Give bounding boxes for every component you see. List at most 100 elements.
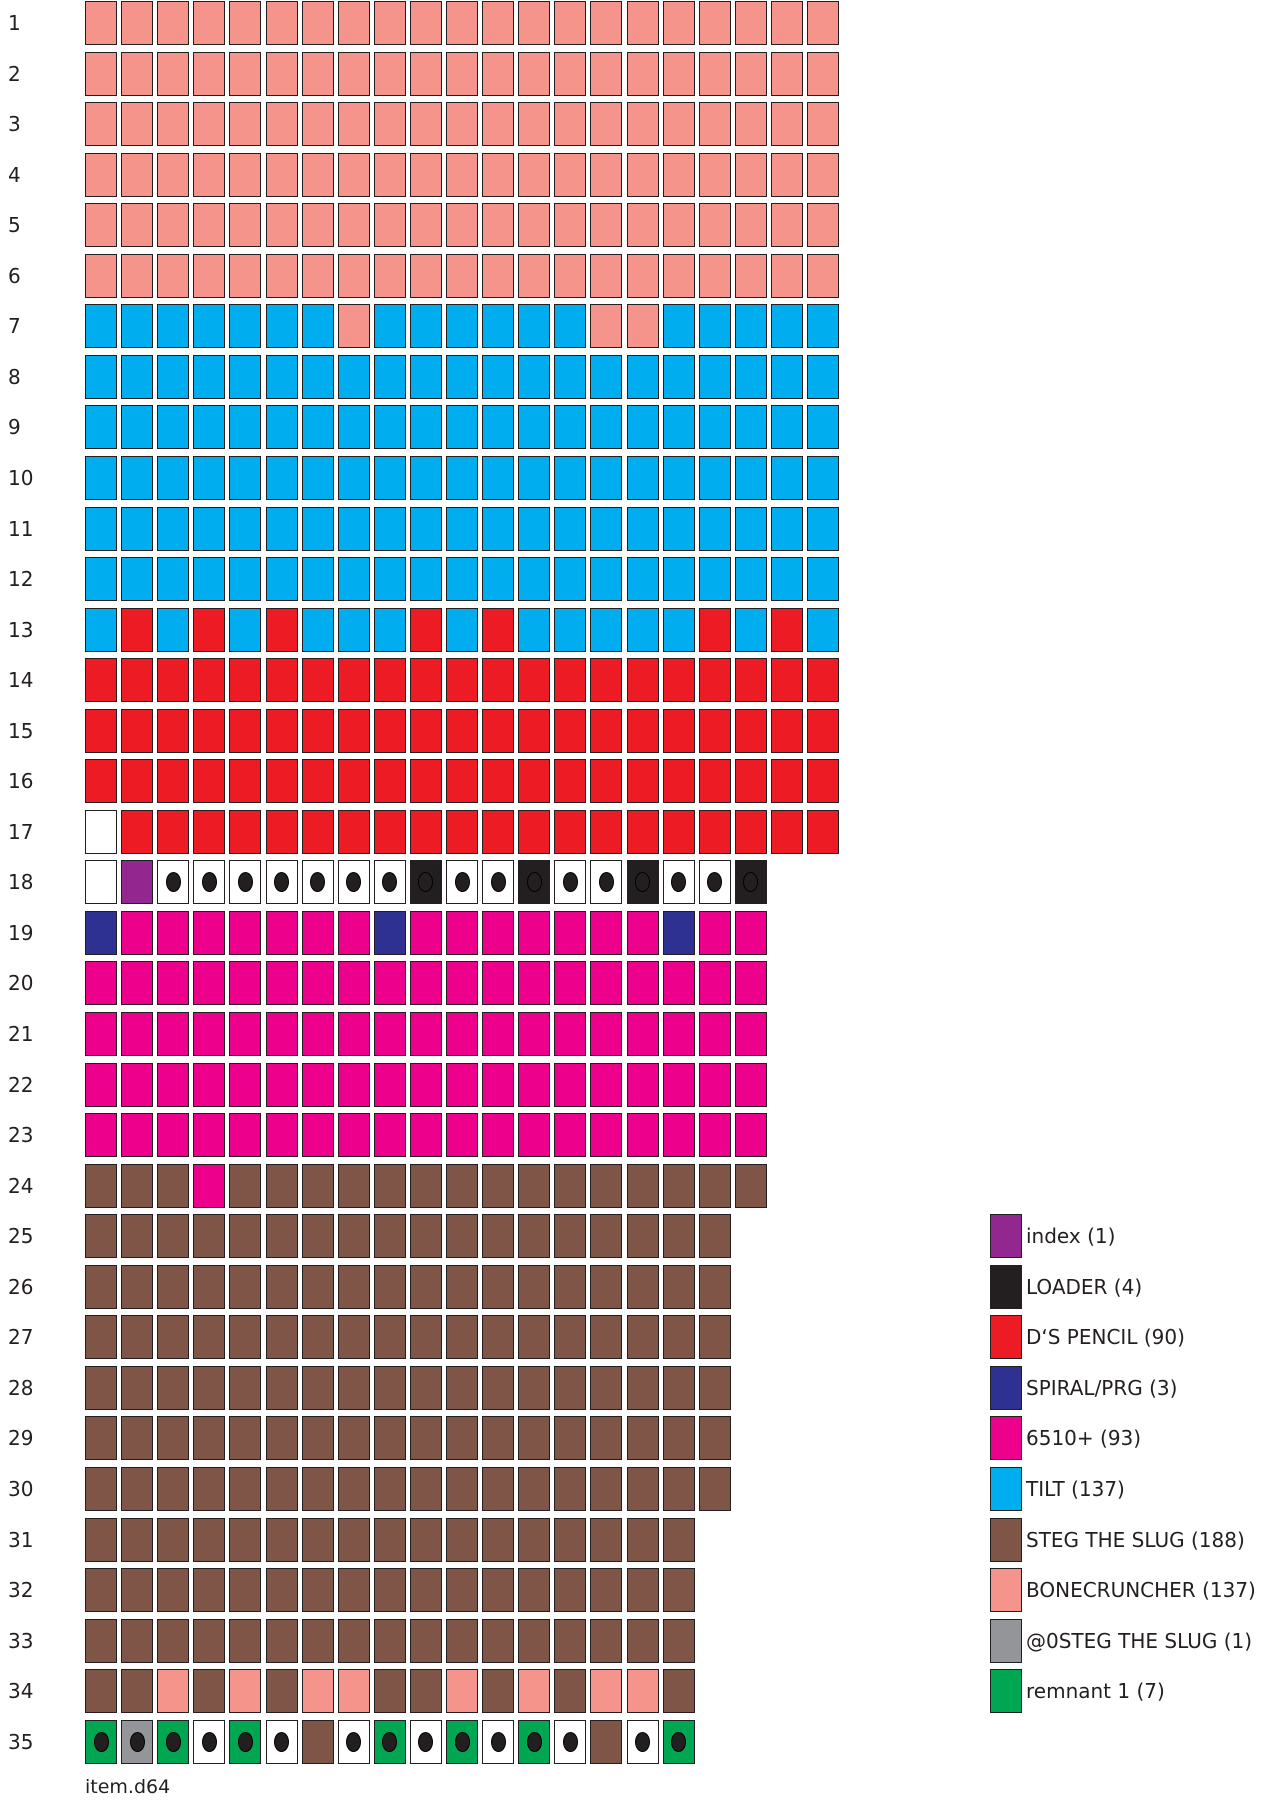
sector-block xyxy=(698,152,731,197)
sector-block xyxy=(265,354,298,399)
sector-block xyxy=(157,759,190,804)
sector-block xyxy=(301,1568,334,1613)
sector-block xyxy=(770,759,803,804)
sector-block xyxy=(337,51,370,96)
sector-block xyxy=(482,607,515,652)
sector-block xyxy=(807,102,839,147)
sector-block xyxy=(626,1163,659,1208)
track-number: 7 xyxy=(8,314,21,339)
sector-block xyxy=(373,102,406,147)
sector-block xyxy=(446,354,478,399)
sector-block xyxy=(265,1669,298,1714)
sector-block xyxy=(518,1669,551,1714)
sector-block xyxy=(157,102,190,147)
legend-label: SPIRAL/PRG (3) xyxy=(1026,1375,1178,1400)
sector-block xyxy=(193,961,226,1006)
dot-marker-icon xyxy=(237,872,253,893)
sector-block xyxy=(518,708,551,753)
sector-block xyxy=(482,1568,515,1613)
sector-block xyxy=(85,1062,117,1107)
sector-block xyxy=(121,1669,154,1714)
sector-block xyxy=(157,1719,190,1764)
sector-block xyxy=(373,1,406,45)
sector-block xyxy=(157,708,190,753)
sector-block xyxy=(337,1,370,45)
sector-block xyxy=(193,759,226,804)
sector-block xyxy=(373,455,406,500)
track-number: 13 xyxy=(8,617,34,642)
sector-block xyxy=(698,1416,731,1461)
sector-block xyxy=(698,658,731,703)
track-number: 16 xyxy=(8,769,34,794)
sector-block xyxy=(193,557,226,602)
sector-block xyxy=(229,1466,262,1511)
sector-block xyxy=(301,557,334,602)
sector-block xyxy=(698,51,731,96)
sector-block xyxy=(446,253,478,298)
sector-block xyxy=(734,304,767,349)
sector-block xyxy=(590,809,623,854)
sector-block xyxy=(734,607,767,652)
sector-block xyxy=(301,152,334,197)
sector-block xyxy=(626,607,659,652)
sector-block xyxy=(121,809,154,854)
dot-marker-icon xyxy=(490,1731,506,1752)
sector-block xyxy=(409,1012,442,1056)
sector-block xyxy=(590,152,623,197)
sector-block xyxy=(482,1062,515,1107)
sector-block xyxy=(698,557,731,602)
sector-block xyxy=(121,607,154,652)
sector-block xyxy=(626,1012,659,1056)
sector-block xyxy=(265,51,298,96)
sector-block xyxy=(193,455,226,500)
sector-block xyxy=(85,1,117,45)
sector-block xyxy=(807,1,839,45)
sector-block xyxy=(446,1466,478,1511)
sector-block xyxy=(518,607,551,652)
sector-block xyxy=(518,961,551,1006)
sector-block xyxy=(446,1113,478,1158)
sector-block xyxy=(554,354,587,399)
sector-block xyxy=(409,1669,442,1714)
sector-block xyxy=(482,1163,515,1208)
dot-marker-icon xyxy=(201,1731,217,1752)
sector-block xyxy=(157,1113,190,1158)
sector-block xyxy=(193,910,226,955)
sector-block xyxy=(734,152,767,197)
sector-block xyxy=(626,759,659,804)
sector-block xyxy=(518,557,551,602)
sector-block xyxy=(626,1315,659,1360)
sector-block xyxy=(554,910,587,955)
legend-label: BONECRUNCHER (137) xyxy=(1026,1578,1256,1603)
sector-block xyxy=(590,1618,623,1663)
sector-block xyxy=(157,1517,190,1562)
sector-block xyxy=(518,455,551,500)
sector-block xyxy=(337,1163,370,1208)
sector-block xyxy=(85,910,117,955)
legend-swatch xyxy=(990,1618,1022,1663)
sector-block xyxy=(373,557,406,602)
sector-block xyxy=(554,405,587,450)
dot-marker-icon xyxy=(201,872,217,893)
sector-block xyxy=(698,1315,731,1360)
dot-marker-icon xyxy=(274,872,289,893)
sector-block xyxy=(85,1618,117,1663)
sector-block xyxy=(770,152,803,197)
sector-block xyxy=(229,455,262,500)
sector-block xyxy=(662,1618,695,1663)
sector-block xyxy=(85,1012,117,1056)
sector-block xyxy=(770,51,803,96)
sector-block xyxy=(337,354,370,399)
sector-block xyxy=(446,405,478,450)
sector-block xyxy=(698,1264,731,1309)
sector-block xyxy=(373,51,406,96)
sector-block xyxy=(482,253,515,298)
sector-block xyxy=(337,304,370,349)
sector-block xyxy=(193,152,226,197)
sector-block xyxy=(85,1719,117,1764)
sector-block xyxy=(193,1062,226,1107)
sector-block xyxy=(626,557,659,602)
sector-block xyxy=(157,1568,190,1613)
sector-block xyxy=(626,1062,659,1107)
sector-block xyxy=(157,1669,190,1714)
